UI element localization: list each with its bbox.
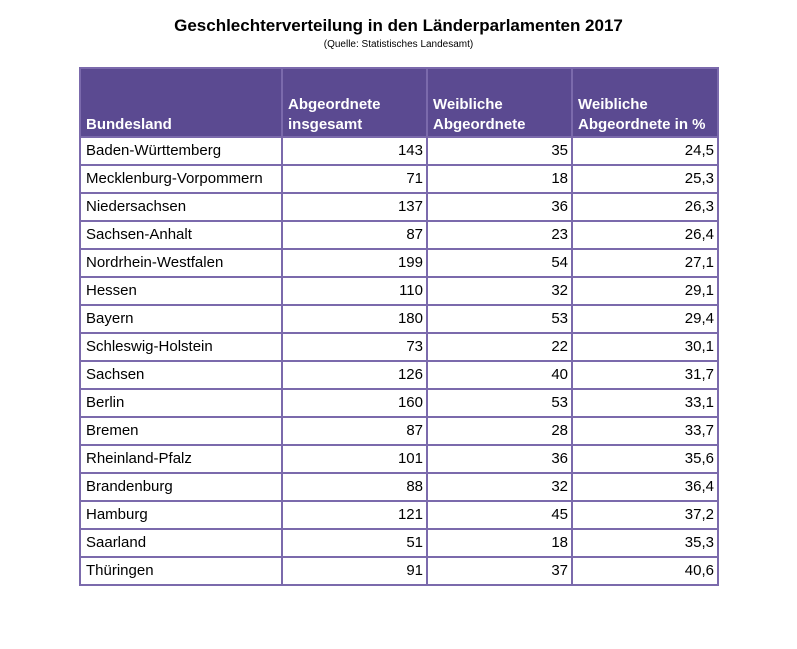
cell-weibliche-prozent: 25,3: [571, 164, 719, 194]
cell-weibliche-abgeordnete: 22: [426, 332, 573, 362]
table-row: Saarland 51 18 35,3: [79, 528, 719, 558]
cell-abgeordnete-insgesamt: 87: [281, 416, 428, 446]
cell-weibliche-prozent: 27,1: [571, 248, 719, 278]
cell-weibliche-abgeordnete: 54: [426, 248, 573, 278]
cell-bundesland: Baden-Württemberg: [79, 136, 283, 166]
table-body: Baden-Württemberg 143 35 24,5 Mecklenburg-Vo…: [79, 136, 719, 586]
cell-weibliche-prozent: 26,4: [571, 220, 719, 250]
cell-weibliche-prozent: 26,3: [571, 192, 719, 222]
cell-abgeordnete-insgesamt: 110: [281, 276, 428, 306]
cell-bundesland: Berlin: [79, 388, 283, 418]
cell-abgeordnete-insgesamt: 91: [281, 556, 428, 586]
cell-weibliche-abgeordnete: 18: [426, 164, 573, 194]
cell-bundesland: Nordrhein-Westfalen: [79, 248, 283, 278]
cell-weibliche-prozent: 36,4: [571, 472, 719, 502]
cell-weibliche-prozent: 33,7: [571, 416, 719, 446]
table-row: Nordrhein-Westfalen 199 54 27,1: [79, 248, 719, 278]
table-row: Brandenburg 88 32 36,4: [79, 472, 719, 502]
table-row: Hamburg 121 45 37,2: [79, 500, 719, 530]
cell-weibliche-prozent: 33,1: [571, 388, 719, 418]
cell-abgeordnete-insgesamt: 199: [281, 248, 428, 278]
cell-bundesland: Brandenburg: [79, 472, 283, 502]
cell-weibliche-prozent: 30,1: [571, 332, 719, 362]
cell-weibliche-prozent: 24,5: [571, 136, 719, 166]
cell-abgeordnete-insgesamt: 126: [281, 360, 428, 390]
cell-abgeordnete-insgesamt: 137: [281, 192, 428, 222]
cell-bundesland: Mecklenburg-Vorpommern: [79, 164, 283, 194]
cell-weibliche-abgeordnete: 53: [426, 388, 573, 418]
cell-bundesland: Niedersachsen: [79, 192, 283, 222]
cell-weibliche-abgeordnete: 36: [426, 192, 573, 222]
cell-weibliche-prozent: 37,2: [571, 500, 719, 530]
cell-abgeordnete-insgesamt: 180: [281, 304, 428, 334]
table-row: Berlin 160 53 33,1: [79, 388, 719, 418]
table-row: Rheinland-Pfalz 101 36 35,6: [79, 444, 719, 474]
cell-weibliche-prozent: 29,4: [571, 304, 719, 334]
cell-abgeordnete-insgesamt: 88: [281, 472, 428, 502]
cell-weibliche-abgeordnete: 35: [426, 136, 573, 166]
column-header-weibliche-abgeordnete-prozent: Weibliche Abgeordnete in %: [571, 67, 719, 138]
cell-abgeordnete-insgesamt: 143: [281, 136, 428, 166]
source-note: (Quelle: Statistisches Landesamt): [323, 39, 474, 50]
cell-weibliche-abgeordnete: 28: [426, 416, 573, 446]
table-row: Niedersachsen 137 36 26,3: [79, 192, 719, 222]
cell-bundesland: Hamburg: [79, 500, 283, 530]
table-header: Bundesland Abgeordnete insgesamt Weiblic…: [79, 67, 719, 138]
cell-bundesland: Saarland: [79, 528, 283, 558]
cell-weibliche-prozent: 35,6: [571, 444, 719, 474]
cell-weibliche-prozent: 29,1: [571, 276, 719, 306]
table-row: Hessen 110 32 29,1: [79, 276, 719, 306]
cell-abgeordnete-insgesamt: 101: [281, 444, 428, 474]
cell-abgeordnete-insgesamt: 87: [281, 220, 428, 250]
cell-weibliche-prozent: 35,3: [571, 528, 719, 558]
table-row: Schleswig-Holstein 73 22 30,1: [79, 332, 719, 362]
cell-abgeordnete-insgesamt: 160: [281, 388, 428, 418]
cell-bundesland: Hessen: [79, 276, 283, 306]
cell-weibliche-abgeordnete: 36: [426, 444, 573, 474]
page-title: Geschlechterverteilung in den Länderparl…: [174, 16, 623, 35]
table-row: Mecklenburg-Vorpommern 71 18 25,3: [79, 164, 719, 194]
cell-bundesland: Rheinland-Pfalz: [79, 444, 283, 474]
table-row: Sachsen 126 40 31,7: [79, 360, 719, 390]
column-header-weibliche-abgeordnete: Weibliche Abgeordnete: [426, 67, 573, 138]
table-row: Bremen 87 28 33,7: [79, 416, 719, 446]
cell-bundesland: Thüringen: [79, 556, 283, 586]
header-row: Bundesland Abgeordnete insgesamt Weiblic…: [79, 67, 719, 138]
cell-abgeordnete-insgesamt: 121: [281, 500, 428, 530]
cell-weibliche-abgeordnete: 18: [426, 528, 573, 558]
table-row: Thüringen 91 37 40,6: [79, 556, 719, 586]
cell-weibliche-abgeordnete: 37: [426, 556, 573, 586]
table-row: Sachsen-Anhalt 87 23 26,4: [79, 220, 719, 250]
cell-weibliche-prozent: 40,6: [571, 556, 719, 586]
cell-weibliche-abgeordnete: 32: [426, 472, 573, 502]
cell-abgeordnete-insgesamt: 73: [281, 332, 428, 362]
cell-abgeordnete-insgesamt: 71: [281, 164, 428, 194]
cell-bundesland: Schleswig-Holstein: [79, 332, 283, 362]
cell-bundesland: Bayern: [79, 304, 283, 334]
cell-bundesland: Sachsen-Anhalt: [79, 220, 283, 250]
data-table: Bundesland Abgeordnete insgesamt Weiblic…: [79, 67, 719, 586]
table-row: Bayern 180 53 29,4: [79, 304, 719, 334]
cell-weibliche-prozent: 31,7: [571, 360, 719, 390]
table-row: Baden-Württemberg 143 35 24,5: [79, 136, 719, 166]
column-header-bundesland: Bundesland: [79, 67, 283, 138]
cell-weibliche-abgeordnete: 45: [426, 500, 573, 530]
cell-bundesland: Sachsen: [79, 360, 283, 390]
cell-weibliche-abgeordnete: 40: [426, 360, 573, 390]
cell-weibliche-abgeordnete: 32: [426, 276, 573, 306]
cell-weibliche-abgeordnete: 23: [426, 220, 573, 250]
cell-abgeordnete-insgesamt: 51: [281, 528, 428, 558]
cell-weibliche-abgeordnete: 53: [426, 304, 573, 334]
cell-bundesland: Bremen: [79, 416, 283, 446]
column-header-abgeordnete-insgesamt: Abgeordnete insgesamt: [281, 67, 428, 138]
